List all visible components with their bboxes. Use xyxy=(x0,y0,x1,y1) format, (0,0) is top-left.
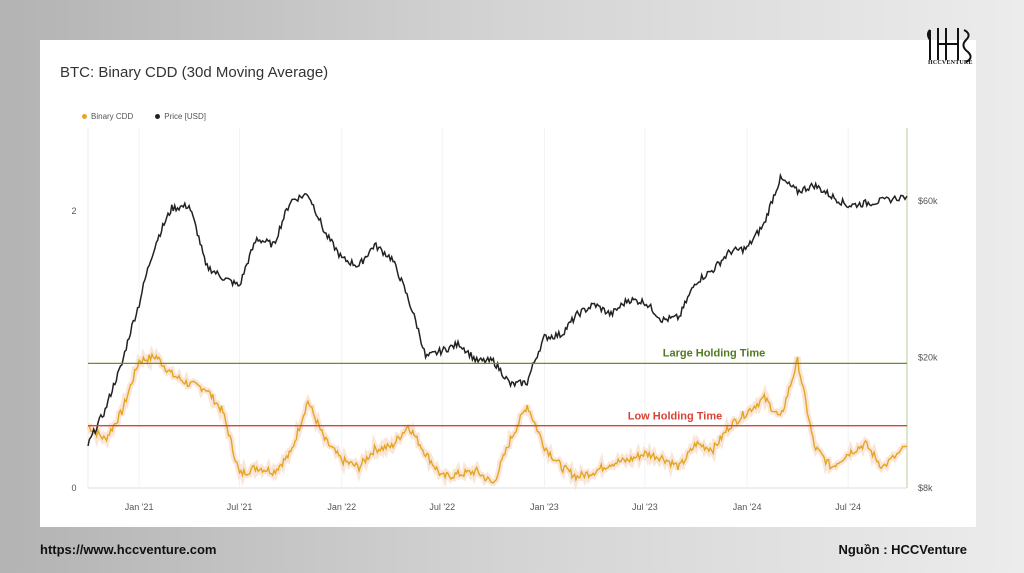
large-holding-label: Large Holding Time xyxy=(663,347,765,359)
x-tick-label: Jul '22 xyxy=(429,502,455,512)
legend-item-binary-cdd[interactable]: Binary CDD xyxy=(82,112,133,121)
x-tick-label: Jul '23 xyxy=(632,502,658,512)
y-left-tick-label: 2 xyxy=(71,206,76,216)
legend-item-price[interactable]: Price [USD] xyxy=(155,112,206,121)
x-tick-label: Jan '22 xyxy=(327,502,356,512)
y-right-tick-label: $60k xyxy=(918,196,938,206)
x-tick-label: Jan '24 xyxy=(733,502,762,512)
footer-url[interactable]: https://www.hccventure.com xyxy=(40,542,217,557)
x-tick-label: Jan '21 xyxy=(125,502,154,512)
price-line xyxy=(87,172,908,447)
legend-label-binary-cdd: Binary CDD xyxy=(91,112,134,121)
footer-source: Nguồn : HCCVenture xyxy=(838,542,967,557)
y-right-tick-label: $8k xyxy=(918,483,933,493)
y-right-tick-label: $20k xyxy=(918,352,938,362)
x-tick-label: Jul '21 xyxy=(227,502,253,512)
chart-title: BTC: Binary CDD (30d Moving Average) xyxy=(60,64,329,81)
binary-cdd-line xyxy=(87,352,908,484)
y-left-tick-label: 0 xyxy=(71,483,76,493)
x-tick-label: Jan '23 xyxy=(530,502,559,512)
low-holding-label: Low Holding Time xyxy=(628,411,723,423)
hcc-logo-icon xyxy=(927,28,972,63)
x-tick-label: Jul '24 xyxy=(835,502,861,512)
chart-legend: Binary CDD Price [USD] xyxy=(82,112,206,121)
binary-cdd-glow xyxy=(86,345,908,491)
legend-marker-price xyxy=(155,114,161,119)
logo-text: HCCVENTURE xyxy=(928,60,973,66)
legend-marker-binary-cdd xyxy=(82,114,87,119)
legend-label-price: Price [USD] xyxy=(164,112,207,121)
